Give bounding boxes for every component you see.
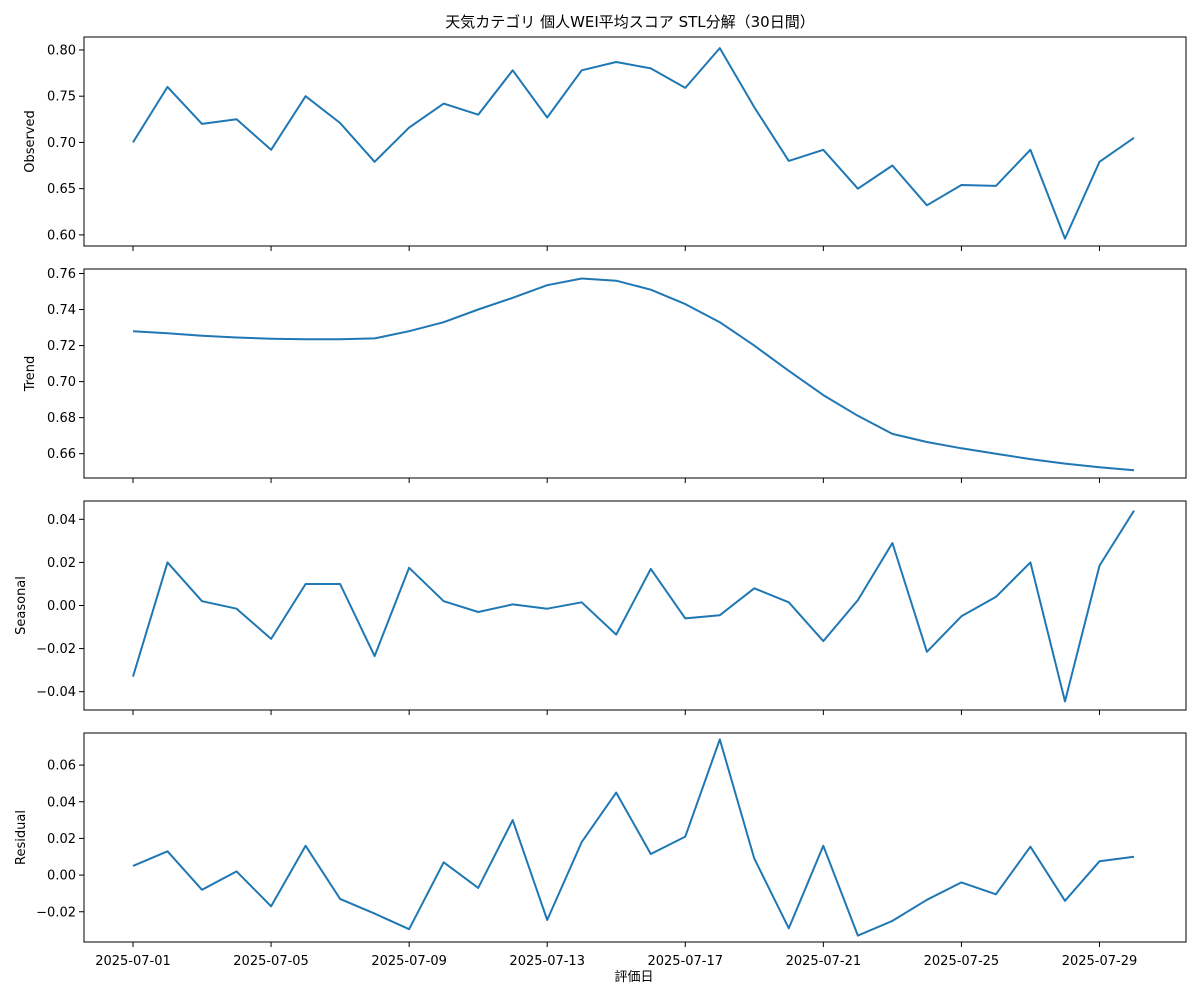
- panel-observed: 0.60 0.65 0.70 0.75 0.80 Observed: [23, 36, 1187, 251]
- y-tick-label: 0.04: [47, 795, 76, 810]
- y-tick-label: 0.70: [47, 136, 76, 151]
- seasonal-series-line: [132, 510, 1135, 703]
- y-tick-label: 0.00: [47, 599, 76, 614]
- x-axis-label: 評価日: [614, 970, 653, 985]
- x-tick-label: 2025-07-17: [647, 954, 723, 969]
- y-tick-label: 0.75: [47, 90, 76, 105]
- y-tick-label: 0.04: [47, 513, 76, 528]
- y-tick-label: 0.60: [47, 228, 76, 243]
- y-tick-label: 0.66: [47, 447, 76, 462]
- y-tick-label: −0.02: [36, 642, 76, 657]
- trend-series-line: [132, 277, 1135, 472]
- y-axis-label: Trend: [23, 356, 38, 393]
- plot-frame: [83, 732, 1187, 943]
- panel-residual: −0.02 0.00 0.02 0.04 0.06 Residual 2025-07-01 2…: [14, 732, 1187, 969]
- y-tick-label: 0.00: [47, 869, 76, 884]
- panel-trend: 0.66 0.68 0.70 0.72 0.74 0.76 Trend: [23, 267, 1187, 483]
- plot-frame: [83, 500, 1187, 711]
- y-tick-label: 0.72: [47, 339, 76, 354]
- y-axis-label: Observed: [23, 110, 38, 173]
- y-axis-label: Seasonal: [14, 576, 29, 635]
- y-tick-label: −0.04: [36, 685, 76, 700]
- x-tick-label: 2025-07-01: [95, 954, 171, 969]
- y-tick-label: 0.80: [47, 43, 76, 58]
- residual-series-line: [132, 738, 1135, 937]
- panel-seasonal: −0.04 −0.02 0.00 0.02 0.04 Seasonal: [14, 500, 1187, 715]
- y-tick-label: 0.65: [47, 182, 76, 197]
- x-tick-label: 2025-07-21: [786, 954, 862, 969]
- plot-frame: [83, 268, 1187, 479]
- x-tick-label: 2025-07-29: [1062, 954, 1138, 969]
- y-tick-label: 0.06: [47, 759, 76, 774]
- observed-series-line: [132, 47, 1135, 240]
- y-tick-label: 0.76: [47, 267, 76, 282]
- y-tick-label: 0.74: [47, 303, 76, 318]
- y-tick-label: 0.02: [47, 832, 76, 847]
- y-tick-label: 0.02: [47, 556, 76, 571]
- x-tick-label: 2025-07-09: [371, 954, 447, 969]
- y-tick-label: −0.02: [36, 905, 76, 920]
- x-tick-label: 2025-07-25: [924, 954, 1000, 969]
- y-tick-label: 0.70: [47, 375, 76, 390]
- figure-title: 天気カテゴリ 個人WEI平均スコア STL分解（30日間）: [445, 13, 814, 31]
- plot-frame: [83, 36, 1187, 247]
- x-tick-label: 2025-07-13: [509, 954, 585, 969]
- x-tick-label: 2025-07-05: [233, 954, 309, 969]
- y-axis-label: Residual: [14, 810, 29, 865]
- y-tick-label: 0.68: [47, 411, 76, 426]
